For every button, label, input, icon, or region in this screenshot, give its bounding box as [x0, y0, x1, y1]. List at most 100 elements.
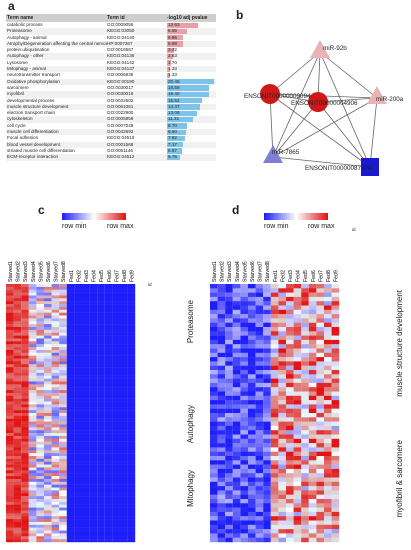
heatmap-cell [248, 327, 256, 332]
heatmap-cell [28, 539, 37, 543]
heatmap-cell [21, 513, 29, 517]
heatmap-cell [51, 304, 60, 308]
heatmap-cell [316, 477, 324, 482]
term-name: myofibril [7, 91, 25, 97]
heatmap-cell [270, 378, 279, 384]
heatmap-cell [120, 456, 128, 460]
heatmap-cell [217, 473, 226, 478]
heatmap-cell [104, 507, 113, 511]
heatmap-cell [28, 375, 37, 379]
heatmap-cell [293, 301, 302, 306]
heatmap-cell [21, 536, 29, 540]
heatmap-cell [248, 357, 256, 362]
heatmap-cell [263, 301, 271, 306]
heatmap-cell [6, 404, 14, 408]
heatmap-cell [293, 434, 302, 439]
pvalue-cell: 1.33 [167, 66, 215, 72]
panel-d-id-header: id [352, 227, 356, 232]
heatmap-cell [127, 341, 136, 345]
heatmap-cell [97, 487, 105, 491]
heatmap-cell [248, 456, 256, 461]
heatmap-cell [21, 352, 29, 356]
heatmap-cell [217, 499, 226, 504]
heatmap-cell [331, 378, 340, 384]
heatmap-cell [127, 361, 136, 365]
column-label: Starved3 [227, 261, 233, 282]
heatmap-cell [44, 516, 52, 520]
heatmap-cell [232, 335, 241, 341]
heatmap-cell [97, 349, 105, 353]
pvalue-text: 1.70 [168, 59, 177, 65]
heatmap-cell [240, 395, 248, 401]
heatmap-cell [232, 494, 241, 500]
heatmap-cell [89, 521, 98, 525]
heatmap-cell [6, 390, 14, 394]
heatmap-cell [248, 434, 256, 439]
heatmap-cell [44, 284, 52, 288]
heatmap-cell [293, 344, 302, 349]
heatmap-cell [66, 453, 75, 457]
heatmap-cell [13, 390, 22, 394]
column-label: Fed3 [288, 270, 294, 282]
heatmap-cell [286, 413, 294, 418]
heatmap-cell [240, 404, 248, 409]
heatmap-cell [59, 390, 67, 394]
heatmap-cell [21, 404, 29, 408]
heatmap-cell [13, 499, 22, 503]
heatmap-cell [13, 341, 22, 345]
heatmap-cell [286, 314, 294, 319]
heatmap-cell [82, 516, 90, 520]
heatmap-cell [127, 435, 136, 439]
heatmap-cell [278, 511, 286, 517]
heatmap-cell [112, 536, 120, 540]
heatmap-cell [331, 370, 340, 375]
heatmap-cell [36, 490, 44, 494]
heatmap-cell [112, 370, 120, 374]
heatmap-cell [301, 288, 309, 293]
heatmap-cell [324, 537, 332, 543]
heatmap-cell [278, 404, 286, 409]
heatmap-cell [112, 355, 120, 359]
heatmap-cell [44, 401, 52, 405]
heatmap-cell [97, 401, 105, 405]
heatmap-cell [13, 467, 22, 471]
heatmap-cell [331, 529, 340, 534]
heatmap-cell [293, 468, 302, 474]
heatmap-cell [28, 453, 37, 457]
heatmap-cell [104, 341, 113, 345]
heatmap-cell [59, 384, 67, 388]
heatmap-cell [240, 370, 248, 375]
heatmap-cell [240, 443, 248, 448]
heatmap-cell [112, 309, 120, 313]
heatmap-cell [59, 519, 67, 523]
heatmap-cell [51, 501, 60, 505]
heatmap-cell [13, 461, 22, 465]
heatmap-cell [59, 513, 67, 517]
heatmap-cell [270, 421, 279, 427]
heatmap-cell [278, 438, 286, 444]
heatmap-cell [255, 301, 264, 306]
heatmap-cell [331, 464, 340, 470]
term-id: GO:0030016 [107, 91, 134, 97]
heatmap-cell [82, 401, 90, 405]
heatmap-cell [21, 298, 29, 302]
heatmap-cell [127, 424, 136, 428]
column-label: Fed1 [273, 270, 279, 282]
term-name: neurotransmitter transport [7, 72, 60, 78]
heatmap-cell [286, 395, 294, 401]
heatmap-cell [51, 358, 60, 362]
heatmap-cell [89, 358, 98, 362]
heatmap-cell [301, 352, 309, 358]
heatmap-cell [331, 309, 340, 315]
heatmap-cell [44, 521, 52, 525]
heatmap-cell [6, 516, 14, 520]
pvalue-cell: 8.70 [167, 123, 215, 129]
heatmap-cell [293, 335, 302, 341]
heatmap-cell [324, 451, 332, 457]
heatmap-cell [240, 490, 248, 495]
heatmap-cell [13, 493, 22, 497]
heatmap-cell [210, 357, 218, 362]
heatmap-cell [51, 516, 60, 520]
heatmap-cell [82, 335, 90, 339]
pvalue-text: 7.17 [168, 141, 177, 147]
